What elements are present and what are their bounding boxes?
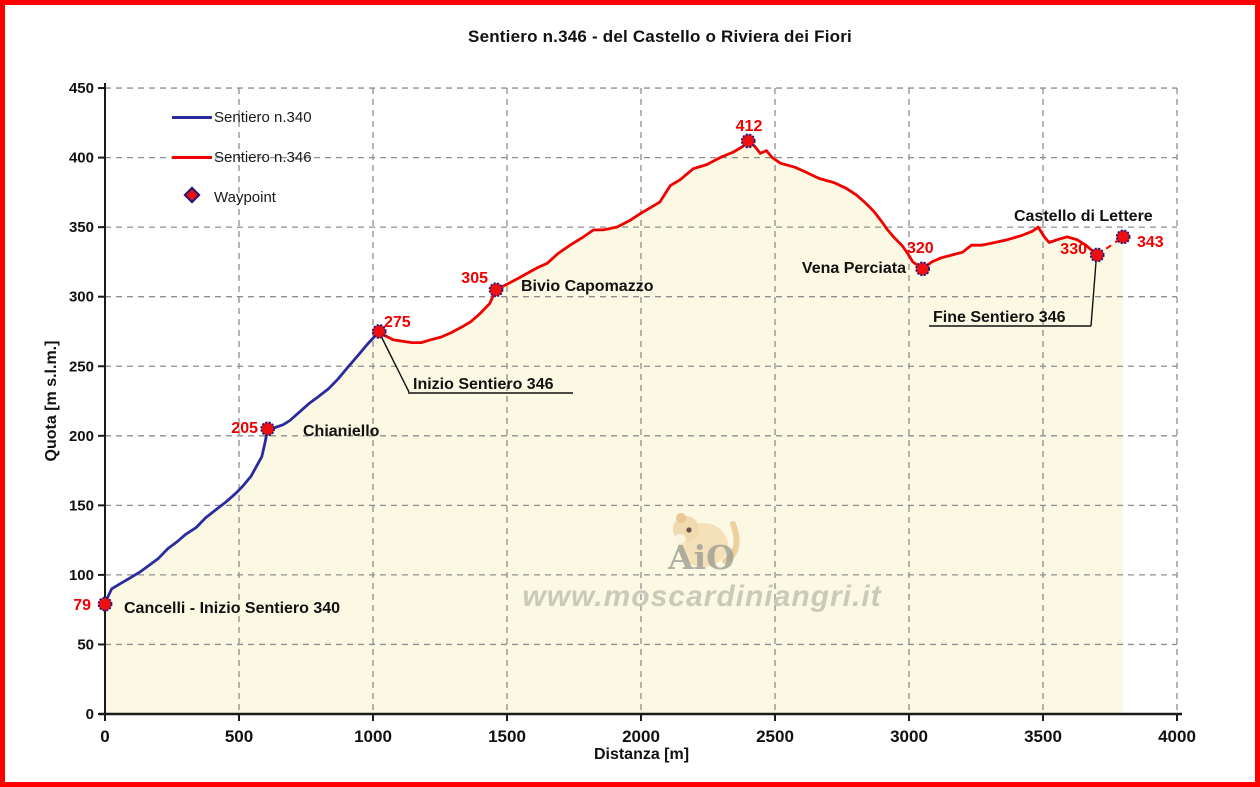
legend-label: Sentiero n.340 <box>214 108 312 126</box>
waypoint-value-label-320: 320 <box>907 240 934 257</box>
series-line-sentiero-n-340 <box>103 330 381 606</box>
x-tick-label-2500: 2500 <box>756 727 794 746</box>
y-tick-label-300: 300 <box>69 289 94 306</box>
watermark-logo-text: AiO <box>667 538 735 577</box>
x-tick-label-3500: 3500 <box>1024 727 1062 746</box>
x-tick-label-0: 0 <box>100 727 109 746</box>
x-tick-label-2000: 2000 <box>622 727 660 746</box>
y-tick-label-100: 100 <box>69 567 94 584</box>
y-axis-title: Quota [m s.l.m.] <box>43 340 60 462</box>
y-tick-label-350: 350 <box>69 219 94 236</box>
waypoint-marker-castello-di-lettere <box>1115 229 1131 245</box>
waypoint-marker-chianiello <box>260 421 276 437</box>
y-tick-label-400: 400 <box>69 150 94 167</box>
waypoint-value-label-205: 205 <box>231 420 258 437</box>
x-tick-label-1000: 1000 <box>354 727 392 746</box>
x-tick-label-1500: 1500 <box>488 727 526 746</box>
waypoint-value-label-343: 343 <box>1137 234 1164 251</box>
waypoint-value-label-79: 79 <box>73 597 91 614</box>
waypoint-marker-cancelli-inizio-sentiero-340 <box>97 596 113 612</box>
watermark-url: www.moscardiniangri.it <box>522 580 882 613</box>
annotation-label-cancelli-inizio-sentiero-340: Cancelli - Inizio Sentiero 340 <box>124 600 340 617</box>
watermark: AiO www.moscardiniangri.it <box>522 513 882 613</box>
waypoint-value-label-412: 412 <box>736 118 763 135</box>
legend-line-sample-blue <box>172 115 212 119</box>
waypoint-marker-inizio-sentiero-346 <box>371 324 387 339</box>
legend-marker-box <box>172 186 212 206</box>
legend-item-sentiero-340: Sentiero n.340 <box>172 97 312 137</box>
y-tick-label-200: 200 <box>69 428 94 445</box>
x-tick-label-3000: 3000 <box>890 727 928 746</box>
waypoint-marker-bivio-capomazzo <box>488 282 504 298</box>
dormouse-tail <box>722 521 740 564</box>
y-tick-label-150: 150 <box>69 497 94 514</box>
x-tick-label-4000: 4000 <box>1158 727 1196 746</box>
annotation-label-vena-perciata: Vena Perciata <box>802 260 906 277</box>
plot-base-layer: 0 50 100 150 200 250 300 350 400 450 0 500 1000 1500 2… <box>69 80 1196 746</box>
waypoint-diamond-icon <box>183 186 201 204</box>
legend-label: Waypoint <box>214 188 276 206</box>
legend-line-sample-red <box>172 155 212 159</box>
dormouse-ear <box>676 513 686 523</box>
annotation-callout-line <box>380 335 410 393</box>
y-tick-label-0: 0 <box>86 706 94 723</box>
legend-item-sentiero-346: Sentiero n.346 <box>172 137 312 177</box>
waypoint-value-label-330: 330 <box>1060 241 1087 258</box>
chart-title: Sentiero n.346 - del Castello o Riviera … <box>468 27 852 46</box>
legend: Sentiero n.340 Sentiero n.346 Waypoint <box>172 97 312 217</box>
annotation-label-castello-di-lettere: Castello di Lettere <box>1014 208 1153 225</box>
x-tick-label-500: 500 <box>225 727 253 746</box>
profile-area-fill <box>105 140 1124 714</box>
waypoint-marker-vetta <box>740 133 756 149</box>
legend-item-waypoint: Waypoint <box>172 177 312 217</box>
annotation-callout-line <box>1090 261 1097 327</box>
legend-label: Sentiero n.346 <box>214 148 312 166</box>
y-tick-label-450: 450 <box>69 80 94 97</box>
annotation-label-chianiello: Chianiello <box>303 423 380 440</box>
dormouse-muzzle <box>674 534 686 544</box>
dormouse-logo <box>673 513 740 567</box>
waypoint-marker-fine-sentiero-346 <box>1089 247 1105 263</box>
plot-data-layer: 79 205 275 305 412 320 330 343 Cancelli - Inizio… <box>73 118 1164 617</box>
waypoint-value-label-275: 275 <box>384 314 411 331</box>
waypoint-marker-vena-perciata <box>915 261 931 277</box>
annotation-label-bivio-capomazzo: Bivio Capomazzo <box>521 278 654 295</box>
annotation-label-inizio-sentiero-346: Inizio Sentiero 346 <box>413 376 554 393</box>
waypoint-value-label-305: 305 <box>461 270 488 287</box>
x-axis-title: Distanza [m] <box>593 746 690 763</box>
dormouse-eye <box>686 527 692 533</box>
annotation-label-fine-sentiero-346: Fine Sentiero 346 <box>933 309 1066 326</box>
y-tick-label-250: 250 <box>69 358 94 375</box>
y-tick-label-50: 50 <box>77 636 94 653</box>
